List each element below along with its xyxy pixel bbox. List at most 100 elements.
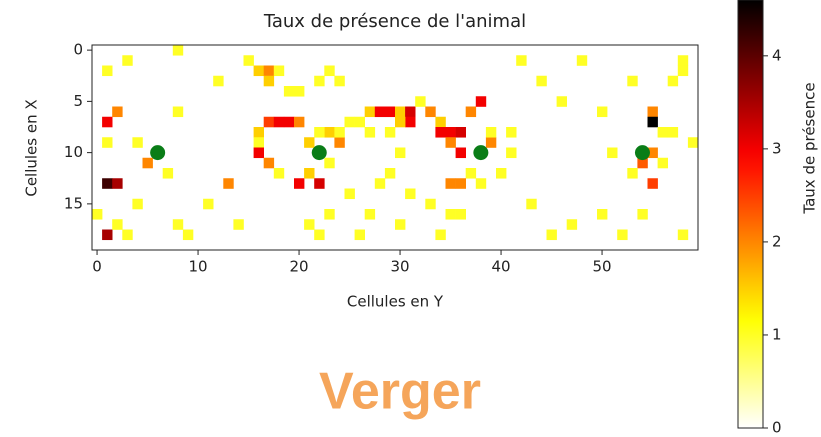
heat-cell — [637, 209, 648, 220]
heat-cell — [627, 168, 638, 179]
heat-cell — [112, 178, 123, 189]
heat-cell — [102, 65, 113, 77]
heat-cell — [233, 219, 244, 230]
heat-cell — [304, 219, 315, 230]
heat-cell — [132, 198, 143, 210]
heat-cell — [334, 137, 345, 148]
heat-cell — [455, 178, 466, 189]
heat-cell — [334, 127, 345, 138]
heat-cell — [324, 127, 335, 138]
heat-cell — [556, 96, 567, 107]
heat-cell — [465, 168, 477, 179]
heat-cell — [294, 86, 305, 97]
heat-cell — [496, 168, 507, 179]
heat-cell — [162, 168, 174, 179]
heat-cell — [475, 178, 487, 189]
tree-point — [311, 145, 327, 161]
heat-cell — [425, 198, 436, 210]
colorbar-label: Taux de présence — [801, 82, 819, 214]
heat-cell — [112, 219, 123, 230]
heat-cell — [263, 65, 275, 77]
heat-cell — [364, 209, 376, 220]
y-axis-label: Cellules en X — [23, 99, 41, 196]
heat-cell — [566, 219, 578, 230]
x-tick-label: 50 — [593, 258, 612, 276]
heat-cell — [122, 229, 133, 241]
colorbar — [737, 0, 764, 429]
heat-cell — [182, 229, 194, 241]
plot-frame — [91, 44, 699, 251]
annotation: Verger — [319, 363, 481, 421]
heat-cell — [324, 65, 335, 77]
heat-cell — [485, 127, 497, 138]
heat-cell — [597, 209, 608, 220]
x-tick-label: 10 — [189, 258, 208, 276]
heat-cell — [395, 106, 406, 118]
chart-title: Taux de présence de l'animal — [263, 11, 526, 32]
colorbar-tick-label: 3 — [772, 139, 782, 157]
heat-cell — [374, 106, 386, 118]
y-tick-label: 0 — [73, 41, 83, 59]
heat-cell — [455, 147, 466, 159]
heat-cell — [617, 229, 628, 241]
heat-cell — [607, 147, 618, 159]
heat-cell — [435, 229, 446, 241]
heat-cell — [445, 209, 456, 220]
colorbar-tick-label: 1 — [772, 325, 782, 343]
heat-cell — [516, 55, 527, 66]
tree-point — [150, 145, 166, 161]
heat-cell — [647, 178, 658, 189]
heat-cell — [354, 229, 365, 241]
heat-cell — [395, 219, 406, 230]
heat-cell — [213, 75, 224, 87]
heat-cell — [273, 116, 285, 128]
heat-cell — [304, 168, 315, 179]
heat-cell — [455, 209, 466, 220]
heat-cell — [384, 127, 396, 138]
heat-cell — [384, 106, 396, 118]
heat-cell — [243, 55, 254, 66]
heat-cell — [294, 178, 305, 189]
heat-cell — [253, 137, 264, 148]
heat-cell — [395, 116, 406, 128]
heat-cell — [526, 198, 537, 210]
heat-cell — [677, 229, 689, 241]
heat-cell — [172, 219, 184, 230]
heat-cell — [122, 55, 133, 66]
heat-cell — [667, 75, 679, 87]
colorbar-tick-label: 4 — [772, 46, 782, 64]
heat-cell — [253, 65, 264, 77]
heat-cell — [223, 178, 234, 189]
heat-cell — [263, 157, 275, 169]
heat-cell — [314, 127, 325, 138]
heat-cell — [172, 106, 184, 118]
heat-cell — [435, 127, 446, 138]
heat-cell — [576, 55, 588, 66]
heat-cell — [637, 157, 648, 169]
heat-cell — [273, 168, 285, 179]
heat-cell — [314, 229, 325, 241]
heat-cell — [647, 106, 658, 118]
heat-cell — [304, 137, 315, 148]
heat-cell — [102, 229, 113, 241]
heat-cell — [657, 127, 668, 138]
tree-point — [634, 145, 650, 161]
heat-cell — [102, 178, 113, 189]
heat-cell — [92, 209, 103, 220]
x-tick-label: 40 — [492, 258, 511, 276]
heat-cell — [485, 137, 497, 148]
heat-cell — [203, 198, 214, 210]
heat-cell — [677, 65, 689, 77]
heat-cell — [364, 127, 376, 138]
heat-cell — [465, 106, 477, 118]
heat-cell — [253, 147, 264, 159]
colorbar-tick-label: 0 — [772, 419, 782, 437]
heat-cell — [253, 127, 264, 138]
heat-cell — [354, 116, 365, 128]
heat-cell — [445, 178, 456, 189]
heat-cell — [344, 116, 355, 128]
heat-cell — [415, 96, 426, 107]
heat-cell — [263, 75, 275, 87]
heat-cell — [445, 127, 456, 138]
heat-cell — [445, 137, 456, 148]
